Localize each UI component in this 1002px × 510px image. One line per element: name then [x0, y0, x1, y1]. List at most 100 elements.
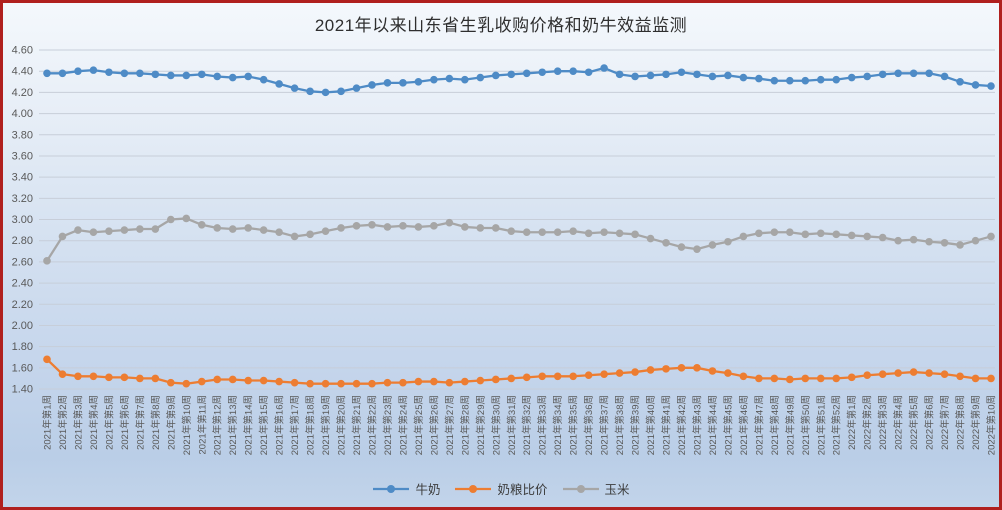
- series-milk-grain-ratio-marker: [786, 375, 794, 384]
- series-corn-marker: [569, 227, 577, 235]
- series-corn-marker: [739, 232, 748, 241]
- series-milk-marker: [430, 75, 438, 84]
- series-milk-marker: [275, 80, 283, 88]
- series-corn-marker: [507, 227, 516, 235]
- y-axis-tick-label: 3.60: [12, 150, 33, 162]
- x-axis-tick-label: 2021年第51周: [815, 395, 827, 455]
- series-milk-grain-ratio-marker: [878, 370, 887, 378]
- series-milk-marker: [74, 67, 82, 75]
- series-milk-marker: [414, 77, 423, 86]
- series-corn-marker: [878, 233, 887, 242]
- series-milk-grain-ratio-marker: [43, 355, 51, 364]
- x-axis-tick-label: 2021年第25周: [413, 395, 425, 455]
- x-axis-tick-label: 2021年第5周: [103, 395, 115, 450]
- y-axis-tick-label: 1.80: [12, 341, 33, 353]
- series-milk-marker: [228, 73, 237, 82]
- series-milk-marker: [553, 67, 562, 75]
- series-milk-grain-ratio-marker: [399, 378, 407, 387]
- y-axis-tick-label: 4.20: [12, 87, 33, 99]
- x-axis-tick-label: 2021年第36周: [583, 395, 595, 455]
- series-corn-marker: [337, 224, 345, 232]
- series-corn-marker: [832, 230, 841, 239]
- series-milk-grain-ratio-marker: [755, 374, 763, 383]
- x-axis-tick-label: 2021年第50周: [800, 395, 812, 455]
- series-milk-grain-ratio-marker: [925, 369, 933, 377]
- y-axis-tick-label: 2.40: [12, 278, 33, 290]
- x-axis-tick-label: 2021年第3周: [72, 395, 84, 450]
- x-axis-tick-label: 2021年第10周: [181, 395, 193, 455]
- series-milk-marker: [120, 69, 129, 78]
- series-milk-grain-ratio-marker: [956, 372, 964, 381]
- series-milk-grain-ratio-marker: [275, 377, 283, 386]
- series-corn-line: [46, 217, 992, 262]
- series-corn-marker: [321, 227, 330, 235]
- series-milk-grain-ratio-marker: [430, 377, 438, 386]
- series-milk-marker: [368, 81, 376, 89]
- series-corn-marker: [43, 257, 51, 265]
- series-corn-marker: [228, 225, 237, 233]
- x-axis-tick-label: 2021年第14周: [243, 395, 255, 455]
- series-milk-grain-ratio-marker: [491, 375, 500, 384]
- series-milk-grain-ratio-marker: [693, 364, 701, 372]
- x-axis-tick-label: 2021年第11周: [196, 395, 208, 455]
- series-corn-marker: [894, 236, 902, 245]
- legend-marker-milk-grain-ratio: [455, 484, 492, 493]
- series-corn-marker: [847, 231, 856, 240]
- x-axis-tick-label: 2021年第22周: [366, 395, 378, 455]
- series-corn-marker: [615, 229, 624, 238]
- series-corn-marker: [89, 228, 98, 237]
- series-milk-marker: [445, 74, 454, 83]
- x-axis-tick-label: 2021年第8周: [150, 395, 162, 450]
- series-corn-marker: [631, 230, 639, 239]
- series-corn-marker: [786, 228, 794, 237]
- series-corn-marker: [151, 225, 160, 233]
- x-axis-tick-label: 2021年第37周: [599, 395, 611, 455]
- series-milk-grain-ratio-marker: [863, 371, 871, 380]
- series-milk-marker: [894, 69, 902, 78]
- y-axis-tick-label: 1.60: [12, 362, 33, 374]
- series-milk-marker: [507, 70, 516, 79]
- legend-item-milk: 牛奶: [372, 479, 440, 498]
- series-corn-marker: [120, 226, 129, 234]
- x-axis-tick-label: 2021年第43周: [691, 395, 703, 455]
- series-milk-marker: [321, 88, 330, 97]
- x-axis-tick-label: 2021年第4周: [88, 395, 100, 450]
- series-corn-marker: [136, 225, 144, 233]
- x-axis-tick-label: 2021年第52周: [831, 395, 843, 455]
- legend-item-milk-grain-ratio: 奶粮比价: [454, 479, 548, 498]
- series-milk-marker: [383, 79, 392, 87]
- series-milk-marker: [693, 70, 701, 79]
- x-axis-tick-label: 2021年第13周: [227, 395, 239, 455]
- series-milk-marker: [816, 75, 825, 84]
- x-axis-tick-label: 2021年第7周: [134, 395, 146, 450]
- series-corn-marker: [213, 224, 222, 232]
- series-milk-marker: [306, 87, 314, 96]
- series-corn-marker: [770, 228, 779, 237]
- series-milk-marker: [755, 74, 763, 83]
- series-milk-grain-ratio-marker: [368, 379, 376, 388]
- series-corn-marker: [522, 228, 531, 237]
- series-milk-marker: [724, 71, 732, 80]
- series-corn-marker: [956, 241, 964, 249]
- y-axis-tick-label: 4.60: [12, 45, 33, 57]
- series-corn-marker: [538, 228, 547, 237]
- legend-marker-corn: [562, 484, 599, 493]
- series-milk-grain-ratio-marker: [584, 371, 593, 380]
- series-milk-grain-ratio-marker: [321, 379, 330, 388]
- x-axis-tick-label: 2021年第16周: [274, 395, 286, 455]
- series-corn-marker: [182, 214, 191, 223]
- series-corn-marker: [491, 224, 500, 232]
- series-corn-marker: [430, 222, 438, 230]
- y-axis-tick-label: 4.00: [12, 108, 33, 120]
- x-axis-tick-label: 2022年第7周: [939, 395, 951, 450]
- legend-label-corn: 玉米: [604, 483, 630, 497]
- x-axis-tick-label: 2022年第3周: [877, 395, 889, 450]
- series-milk-marker: [522, 69, 531, 78]
- series-milk-marker: [925, 69, 933, 78]
- series-milk-marker: [461, 75, 469, 84]
- series-milk-grain-ratio-marker: [522, 373, 531, 382]
- series-corn-marker: [167, 215, 175, 224]
- series-milk-grain-ratio-marker: [801, 374, 810, 383]
- x-axis-tick-label: 2021年第42周: [676, 395, 688, 455]
- y-axis-tick-label: 3.00: [12, 214, 33, 226]
